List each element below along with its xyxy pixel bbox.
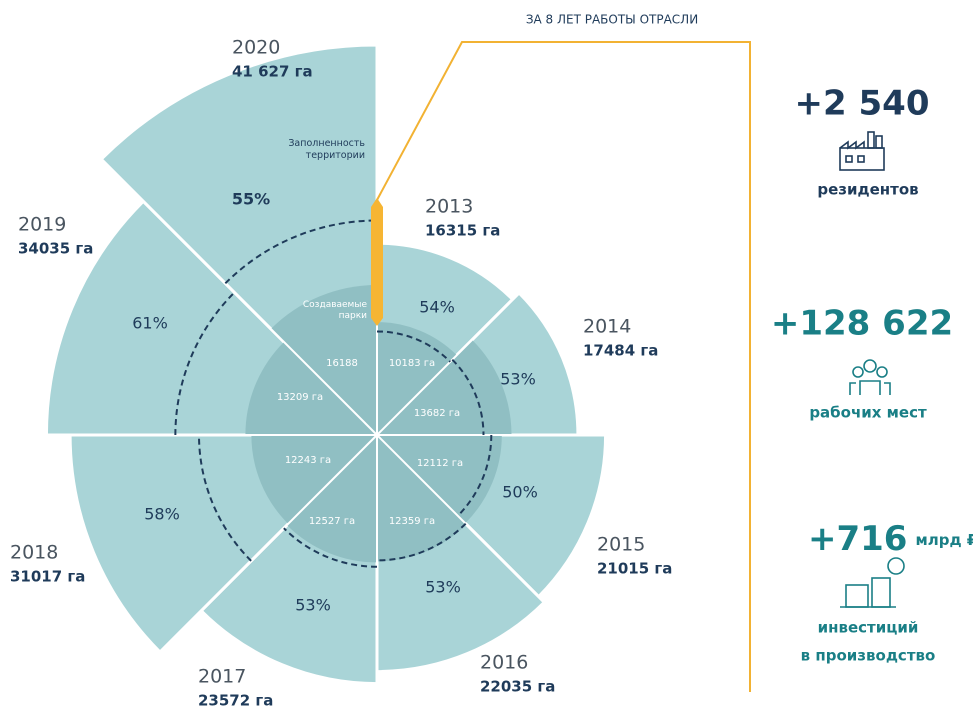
stat-caption: рабочих мест	[809, 404, 927, 422]
area-label: 16315 га	[425, 222, 500, 240]
polar-chart: 2013 16315 га 54% 10183 га 2014 17484 га 53% 13…	[10, 37, 672, 707]
stat-value: +2 540	[795, 84, 930, 124]
divider	[157, 434, 378, 655]
inner-label: 12527 га	[309, 516, 355, 527]
stat-value: +128 622	[771, 304, 953, 344]
stat-caption: резидентов	[817, 181, 918, 199]
area-label: 17484 га	[583, 342, 658, 360]
year-label: 2019	[18, 214, 66, 236]
icon-factory	[839, 131, 885, 171]
year-label: 2016	[480, 652, 528, 674]
fill-arc	[197, 434, 252, 562]
period-bar	[371, 198, 383, 326]
year-label: 2013	[425, 196, 473, 218]
fill-arc	[376, 330, 451, 363]
percent-label: 54%	[419, 298, 455, 317]
fill-arc	[224, 219, 378, 285]
icon-workers	[849, 359, 891, 395]
filled-note: Заполненность территории	[288, 138, 365, 161]
stat-unit: млрд ₽	[915, 531, 973, 549]
inner-label: 13209 га	[277, 392, 323, 403]
percent-label: 53%	[500, 370, 536, 389]
area-label: 34035 га	[18, 240, 93, 258]
inner-label: 12359 га	[389, 516, 435, 527]
area-label: 21015 га	[597, 560, 672, 578]
percent-label: 58%	[144, 505, 180, 524]
inner-sector	[286, 435, 377, 563]
inner-label: 13682 га	[414, 408, 460, 419]
stat-number: +716	[808, 519, 907, 559]
divider	[99, 157, 378, 436]
fill-arc	[283, 527, 378, 568]
percent-label: 61%	[132, 314, 168, 333]
year-label: 2014	[583, 316, 631, 338]
inner-label: 12112 га	[417, 458, 463, 469]
area-label: 22035 га	[480, 678, 555, 696]
area-label: 31017 га	[10, 568, 85, 586]
inner-sector	[377, 435, 467, 562]
icon-investment	[840, 557, 905, 608]
parks-note: Создаваемые парки	[302, 300, 367, 321]
stat-value: +716 млрд ₽	[808, 519, 973, 559]
fill-arc	[451, 358, 485, 436]
parks-note-text: Создаваемые парки	[302, 300, 367, 321]
fill-arc	[376, 522, 467, 562]
year-label: 2015	[597, 534, 645, 556]
period-label: ЗА 8 ЛЕТ РАБОТЫ ОТРАСЛИ	[526, 13, 698, 27]
inner-sector	[251, 435, 377, 524]
inner-label: 12243 га	[285, 455, 331, 466]
percent-label: 53%	[425, 578, 461, 597]
divider	[376, 290, 522, 436]
divider	[376, 434, 547, 605]
percent-label: 50%	[502, 483, 538, 502]
year-label: 2018	[10, 542, 58, 564]
area-label: 23572 га	[198, 692, 273, 707]
percent-label: 55%	[232, 190, 270, 209]
fill-arc	[457, 434, 493, 517]
callout-line	[376, 41, 751, 692]
inner-label: 10183 га	[389, 358, 435, 369]
area-label: 41 627 га	[232, 63, 313, 81]
stat-caption: инвестиций	[818, 619, 919, 637]
inner-sector	[377, 339, 512, 435]
inner-sector	[245, 341, 377, 435]
inner-label: 16188	[326, 358, 358, 369]
stat-caption: в производство	[801, 647, 936, 665]
year-label: 2017	[198, 666, 246, 688]
filled-note-text: Заполненность территории	[288, 138, 365, 161]
inner-sector	[270, 285, 377, 435]
stats: +2 540 резидентов +128 622 рабочих мест +716…	[771, 84, 973, 665]
year-label: 2020	[232, 37, 280, 59]
percent-label: 53%	[295, 596, 331, 615]
